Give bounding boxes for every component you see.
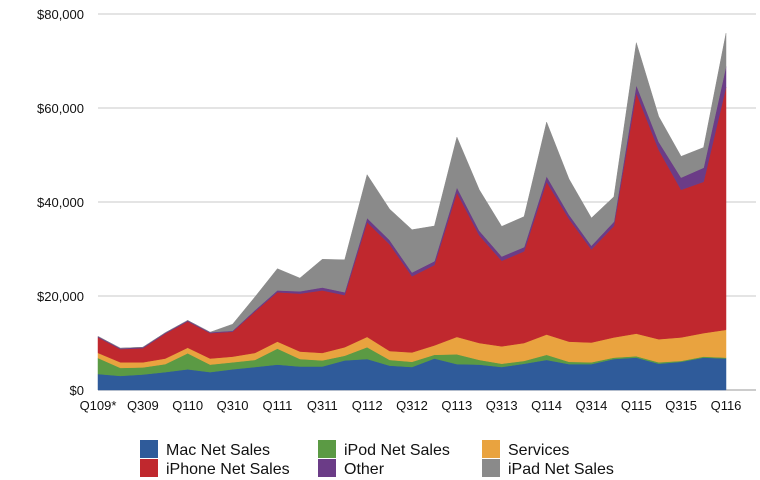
legend-label: iPad Net Sales [508,461,614,478]
legend-label: iPod Net Sales [344,442,450,459]
legend: Mac Net Sales iPod Net Sales Services iPhon… [140,440,614,478]
legend-swatch [318,440,336,458]
legend-item: Services [482,440,569,459]
legend-swatch [318,459,336,477]
legend-item: iPod Net Sales [318,440,450,459]
x-tick-label: Q109* [80,398,117,413]
x-tick-label: Q115 [621,398,652,413]
y-tick-label: $20,000 [37,289,84,304]
legend-swatch [482,459,500,477]
x-tick-label: Q315 [665,398,697,413]
x-tick-label: Q312 [396,398,428,413]
x-tick-label: Q113 [441,398,472,413]
x-tick-label: Q310 [217,398,249,413]
legend-item: Mac Net Sales [140,440,270,459]
legend-label: Services [508,442,569,459]
legend-label: iPhone Net Sales [166,461,290,478]
legend-item: iPad Net Sales [482,459,614,478]
x-tick-label: Q314 [576,398,608,413]
x-tick-label: Q112 [352,398,383,413]
x-tick-label: Q313 [486,398,518,413]
legend-swatch [482,440,500,458]
area-ipad-net-sales [97,33,727,349]
legend-item: iPhone Net Sales [140,459,290,478]
legend-item: Other [318,459,385,478]
y-tick-label: $60,000 [37,101,84,116]
legend-swatch [140,459,158,477]
area-layer [97,33,727,391]
legend-swatch [140,440,158,458]
legend-label: Mac Net Sales [166,442,270,459]
y-tick-label: $80,000 [37,7,84,22]
axis-layer: $0 $20,000 $40,000 $60,000 $80,000 Q109* Q309 Q… [37,7,741,413]
x-tick-label: Q311 [307,398,338,413]
x-tick-label: Q111 [262,398,292,413]
x-tick-label: Q110 [172,398,203,413]
x-tick-label: Q114 [531,398,562,413]
y-tick-label: $0 [70,383,84,398]
x-tick-label: Q116 [711,398,742,413]
y-tick-label: $40,000 [37,195,84,210]
legend-label: Other [344,461,385,478]
area-iphone-net-sales [97,87,727,363]
x-tick-label: Q309 [127,398,159,413]
